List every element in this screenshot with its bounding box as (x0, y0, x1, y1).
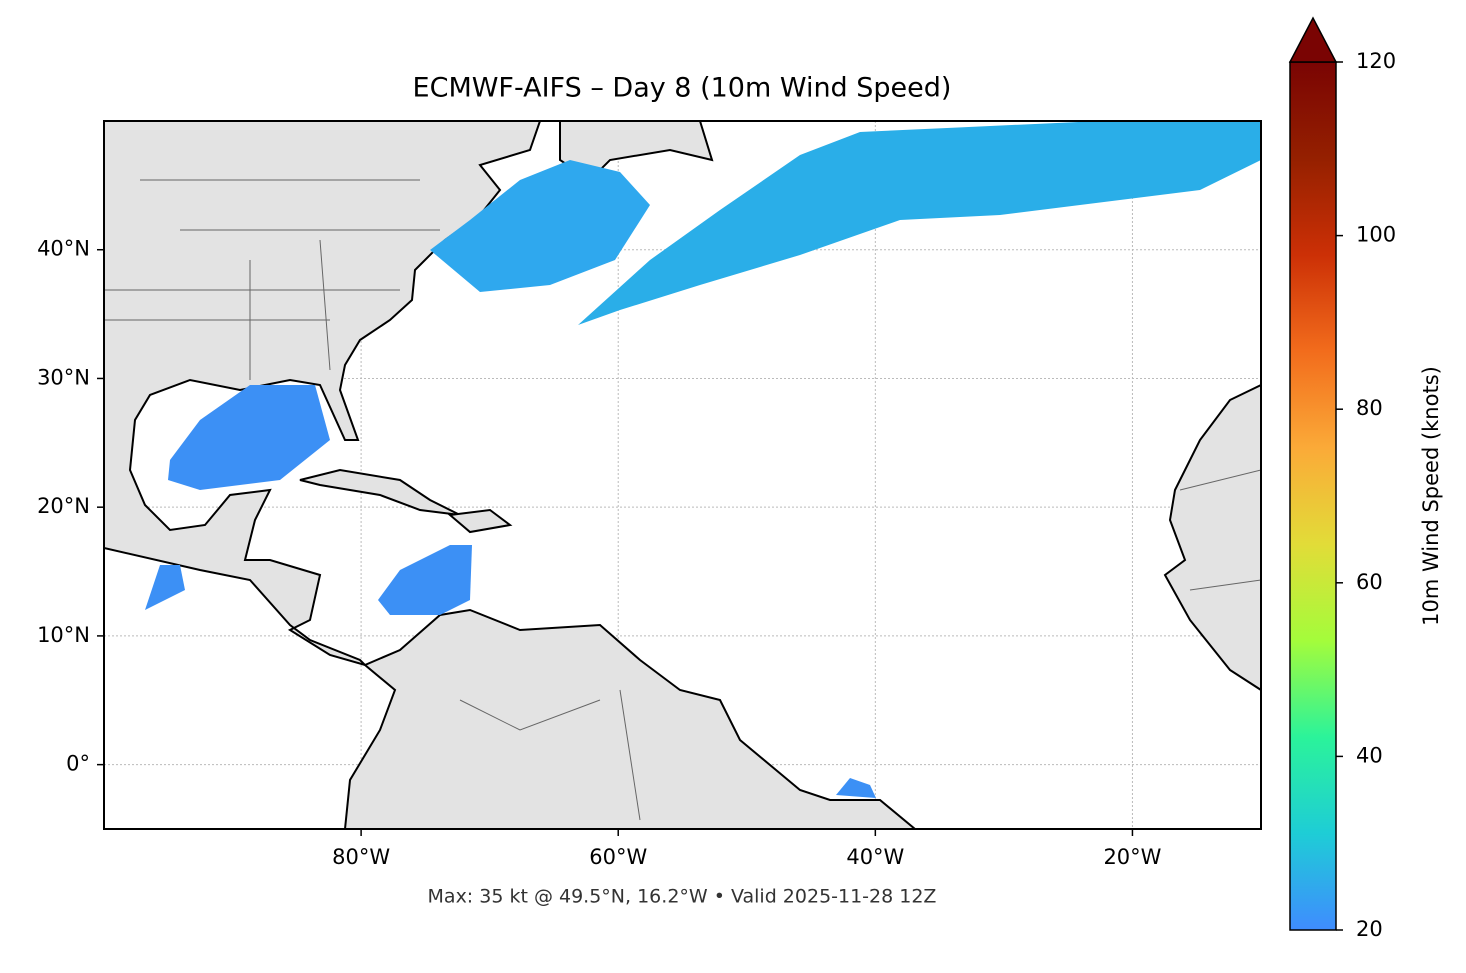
chart-title: ECMWF-AIFS – Day 8 (10m Wind Speed) (413, 73, 952, 104)
x-tick-label: 20°W (1103, 845, 1161, 869)
wind-equator (836, 778, 876, 798)
y-tick-label: 20°N (37, 494, 90, 518)
africa (1163, 383, 1261, 692)
x-tick-label: 80°W (332, 845, 390, 869)
x-tick-label: 40°W (846, 845, 904, 869)
x-tick-label: 60°W (589, 845, 647, 869)
y-tick-label: 40°N (37, 237, 90, 261)
colorbar-label: 10m Wind Speed (knots) (1419, 366, 1443, 626)
colorbar-tick-label: 100 (1356, 223, 1396, 247)
colorbar-tick-label: 120 (1356, 49, 1396, 73)
colorbar-tick-label: 20 (1356, 917, 1383, 941)
north-america (104, 121, 542, 668)
wind-caribbean (378, 545, 472, 615)
colorbar (1289, 61, 1337, 931)
colorbar-tick-label: 40 (1356, 743, 1383, 767)
map-frame (103, 120, 1262, 830)
colorbar-tick-label: 80 (1356, 396, 1383, 420)
wind-pacific (145, 565, 185, 610)
wind-nw-atlantic (430, 160, 650, 292)
wind-gulf (168, 385, 330, 490)
subtitle: Max: 35 kt @ 49.5°N, 16.2°W • Valid 2025… (428, 886, 937, 908)
hispaniola (447, 508, 513, 534)
map (104, 121, 1261, 829)
borders (104, 179, 1261, 821)
y-tick-label: 0° (66, 752, 90, 776)
y-tick-label: 30°N (37, 365, 90, 389)
colorbar-extend (1288, 16, 1338, 63)
wind-jet (578, 121, 1261, 325)
south-america (343, 608, 917, 829)
y-tick-label: 10°N (37, 623, 90, 647)
colorbar-tick-label: 60 (1356, 570, 1383, 594)
